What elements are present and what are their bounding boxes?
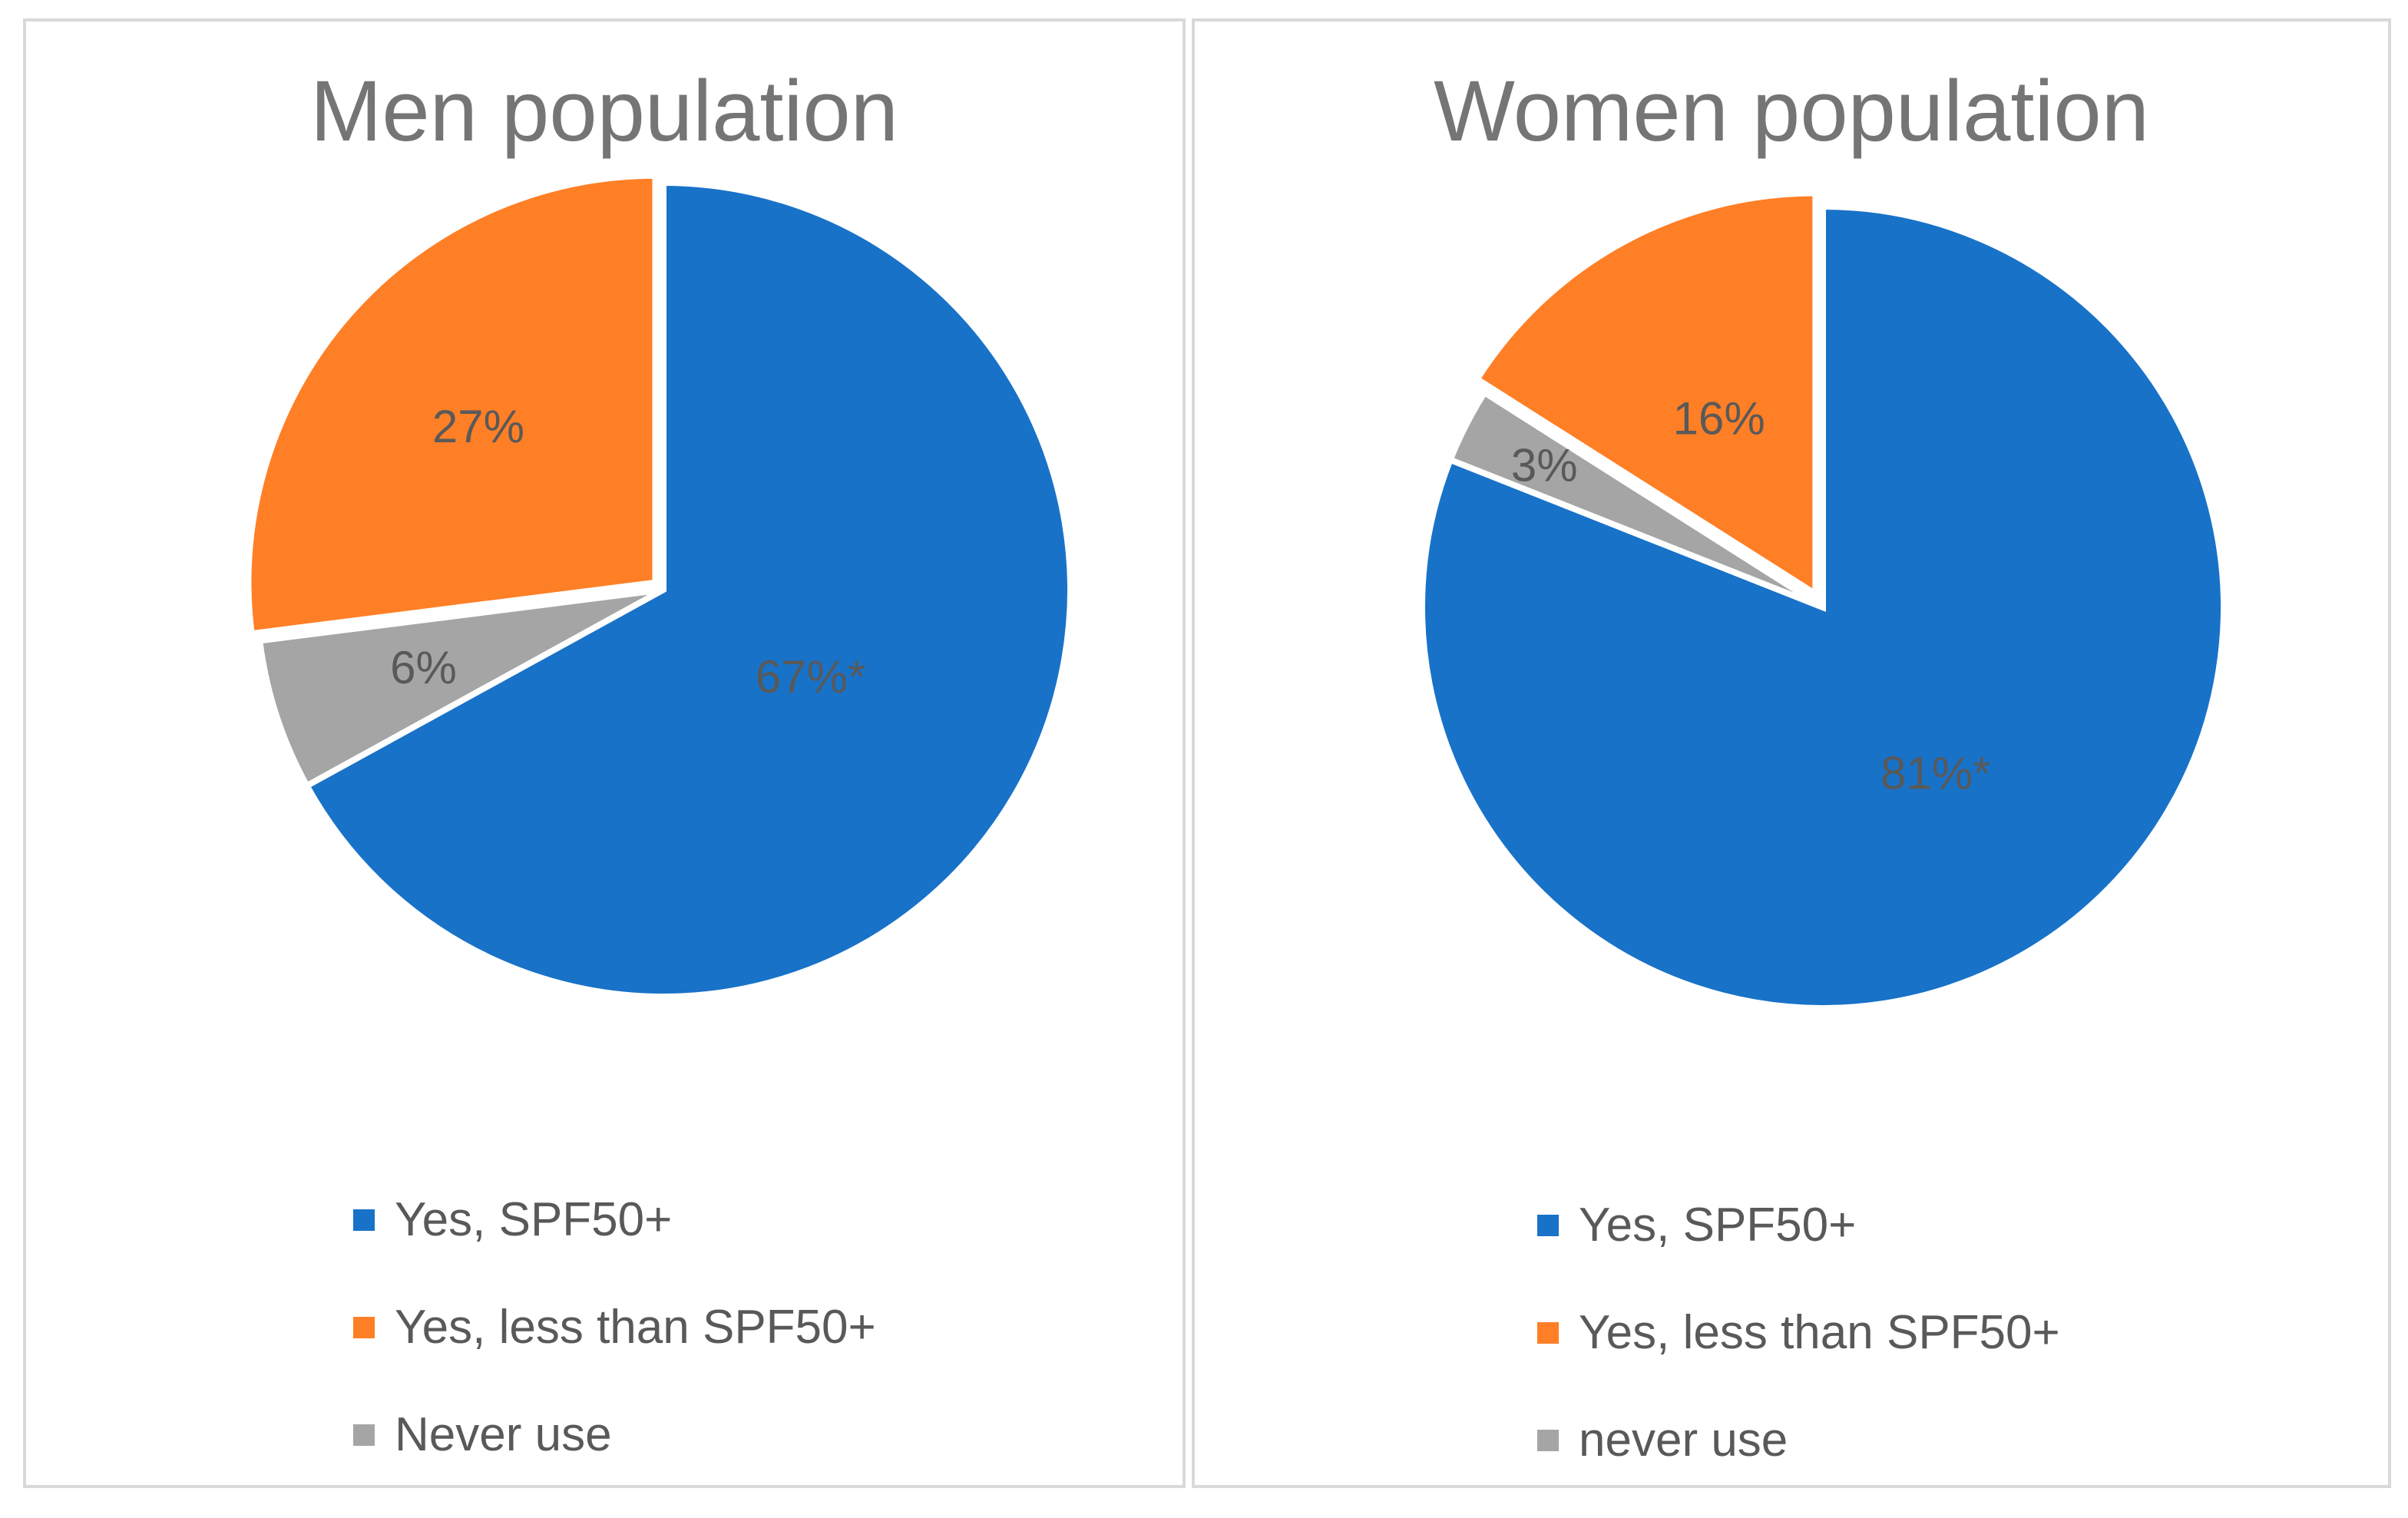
men-legend-item: Yes, SPF50+ bbox=[353, 1192, 672, 1247]
men-slice-yes-less-than-spf50 bbox=[245, 172, 659, 637]
women-legend-label: Yes, less than SPF50+ bbox=[1579, 1306, 2060, 1359]
men-data-label: 6% bbox=[390, 642, 457, 693]
women-chart-title: Women population bbox=[1434, 63, 2149, 159]
legend-swatch-icon bbox=[1537, 1214, 1559, 1236]
women-legend-item: Yes, less than SPF50+ bbox=[1537, 1305, 2060, 1360]
men-chart-title: Men population bbox=[310, 63, 898, 159]
men-slice-yes-spf50 bbox=[303, 179, 1073, 1000]
men-legend-label: Yes, less than SPF50+ bbox=[395, 1301, 876, 1354]
men-legend-item: Yes, less than SPF50+ bbox=[353, 1300, 876, 1354]
women-pie-chart: 81%* 3% 16% bbox=[1419, 190, 2227, 1011]
legend-swatch-icon bbox=[353, 1316, 375, 1338]
women-legend-label: Yes, SPF50+ bbox=[1579, 1199, 1857, 1252]
women-data-label: 81%* bbox=[1880, 747, 1990, 799]
men-pie-chart: 67%* 6% 27% bbox=[245, 172, 1073, 1000]
women-legend-label: never use bbox=[1579, 1414, 1788, 1467]
women-slice-yes-less-than-spf50 bbox=[1473, 190, 1819, 600]
women-slice-never-use bbox=[1446, 388, 1825, 610]
legend-swatch-icon bbox=[1537, 1321, 1559, 1344]
men-data-label: 27% bbox=[432, 401, 524, 452]
women-data-label: 3% bbox=[1511, 440, 1578, 491]
women-data-label: 16% bbox=[1673, 392, 1765, 444]
legend-swatch-icon bbox=[1537, 1429, 1559, 1451]
men-legend-label: Yes, SPF50+ bbox=[395, 1193, 673, 1246]
men-legend-label: Never use bbox=[395, 1408, 612, 1461]
women-legend-item: Yes, SPF50+ bbox=[1537, 1198, 1856, 1252]
men-data-label: 67%* bbox=[756, 651, 865, 703]
legend-swatch-icon bbox=[353, 1424, 375, 1446]
men-chart-panel: Men population 67%* 6% 27% Yes, SPF50+ Yes,… bbox=[23, 18, 1186, 1488]
men-slice-never-use bbox=[256, 587, 665, 790]
women-legend-item: never use bbox=[1537, 1413, 1788, 1467]
women-chart-panel: Women population 81%* 3% 16% Yes, SPF50+ Ye… bbox=[1192, 18, 2391, 1488]
men-legend-item: Never use bbox=[353, 1407, 612, 1462]
legend-swatch-icon bbox=[353, 1209, 375, 1231]
